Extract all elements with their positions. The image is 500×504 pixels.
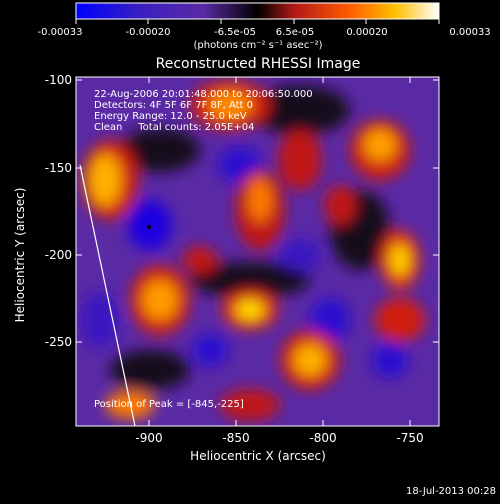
colorbar-tick-label: -0.00033 (38, 27, 83, 38)
peak-annotation: Position of Peak = [-845,-225] (94, 399, 244, 410)
y-tick-label: -100 (45, 73, 72, 87)
colorbar-tick-label: 0.00033 (449, 27, 490, 38)
time-range-annotation: 22-Aug-2006 20:01:48.000 to 20:06:50.000 (94, 89, 313, 100)
colorbar-tick-label: -6.5e-05 (214, 27, 256, 38)
footer-date: 18-Jul-2013 00:28 (406, 486, 496, 497)
plot-title: Reconstructed RHESSI Image (156, 56, 361, 72)
x-tick-label: -750 (396, 431, 423, 445)
plot-frame (75, 76, 440, 427)
x-axis-label: Heliocentric X (arcsec) (190, 449, 326, 463)
x-tick-label: -850 (222, 431, 249, 445)
colorbar-tick-label: -0.00020 (126, 27, 171, 38)
y-tick-label: -200 (45, 248, 72, 262)
y-axis-ticks (76, 79, 439, 343)
detectors-annotation: Detectors: 4F 5F 6F 7F 8F, Att 0 (94, 100, 253, 111)
y-tick-label: -250 (45, 335, 72, 349)
rhessi-image (76, 77, 439, 426)
x-tick-label: -900 (135, 431, 162, 445)
colorbar-gradient (75, 2, 440, 20)
y-tick-label: -150 (45, 161, 72, 175)
energy-annotation: Energy Range: 12.0 - 25.0 keV (94, 111, 247, 122)
x-axis-ticks (148, 77, 411, 426)
y-axis-label: Heliocentric Y (arcsec) (13, 188, 27, 323)
clean-annotation: Clean Total counts: 2.05E+04 (94, 122, 254, 133)
colorbar: -0.00033 -0.00020 -6.5e-05 6.5e-05 0.000… (38, 2, 491, 51)
colorbar-tick-label: 6.5e-05 (276, 27, 314, 38)
colorbar-unit-label: (photons cm⁻² s⁻¹ asec⁻²) (193, 40, 322, 51)
colorbar-tick-label: 0.00020 (346, 27, 387, 38)
x-tick-label: -800 (309, 431, 336, 445)
annotation-block: 22-Aug-2006 20:01:48.000 to 20:06:50.000… (94, 89, 313, 410)
